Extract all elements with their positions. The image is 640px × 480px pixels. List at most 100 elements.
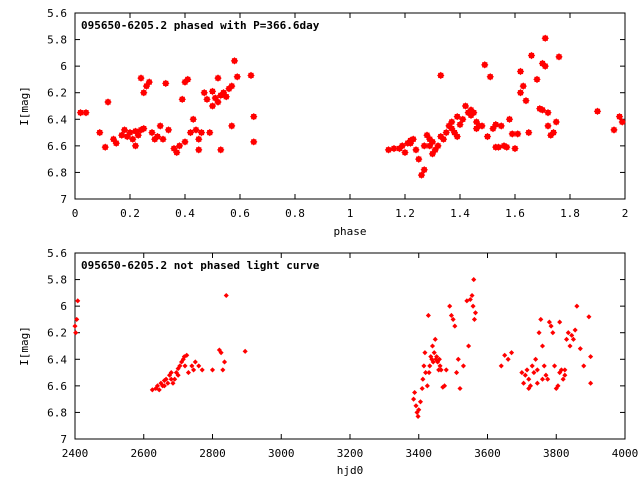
data-point <box>185 370 191 376</box>
data-point <box>242 348 248 354</box>
data-point <box>562 367 568 373</box>
data-point-marker <box>132 128 139 134</box>
data-point-marker <box>143 83 150 89</box>
data-point <box>429 343 436 349</box>
x-tick-label: 4000 <box>612 447 639 460</box>
data-point <box>420 376 426 382</box>
data-point-marker <box>539 107 546 113</box>
data-point <box>161 383 167 389</box>
data-point <box>567 343 573 349</box>
data-point-marker <box>482 62 488 68</box>
data-point <box>447 303 453 309</box>
x-axis-label: phase <box>333 225 366 238</box>
data-point-marker <box>498 123 504 129</box>
data-point-marker <box>132 143 139 149</box>
data-point <box>533 356 539 362</box>
axis-ticks: 0 0.2 0.4 0.6 0.8 1 1.2 1.4 1.6 1.8 2 5.6 5.8 6 6.2 6.4… <box>47 7 628 220</box>
data-point <box>502 352 508 358</box>
data-point <box>423 370 429 376</box>
data-point-marker <box>451 129 458 136</box>
data-point-marker <box>396 145 403 152</box>
data-point-marker <box>556 54 562 60</box>
x-axis-label: hjd0 <box>337 464 364 477</box>
data-point-marker <box>457 122 463 128</box>
data-point-marker <box>440 136 447 142</box>
data-point-marker <box>550 129 557 136</box>
data-point <box>170 380 176 386</box>
y-tick-label: 6 <box>60 60 67 73</box>
data-point-marker <box>509 131 515 137</box>
data-point <box>470 303 476 309</box>
data-point-marker <box>215 75 221 81</box>
data-point-marker <box>418 172 425 178</box>
data-point-marker <box>611 127 617 133</box>
data-point-marker <box>174 149 180 156</box>
data-point-marker <box>465 110 471 116</box>
data-point-marker <box>402 149 408 156</box>
data-point <box>457 385 463 392</box>
data-point <box>541 363 547 369</box>
data-point-marker <box>182 139 188 145</box>
data-point-marker <box>413 147 419 153</box>
data-point-marker <box>545 110 551 116</box>
data-point <box>529 363 535 369</box>
data-point-marker <box>410 136 416 142</box>
x-tick-label: 1.6 <box>505 207 525 220</box>
x-tick-label: 1.2 <box>395 207 415 220</box>
data-point-marker <box>141 125 147 132</box>
y-axis-label: I[mag] <box>18 326 31 366</box>
data-point <box>196 363 202 369</box>
axis-ticks: 2400 2600 2800 3000 3200 3400 3600 3800 4000 5.6 5… <box>47 247 638 460</box>
data-point <box>427 363 433 369</box>
data-point-marker <box>248 72 254 79</box>
data-point-marker <box>484 133 491 140</box>
data-point-marker <box>223 94 229 100</box>
data-point-marker <box>201 90 207 96</box>
data-point-marker <box>493 122 499 128</box>
data-point-marker <box>218 92 224 98</box>
data-point <box>524 367 530 373</box>
x-tick-label: 0 <box>72 207 79 220</box>
data-point <box>431 350 437 356</box>
data-point <box>430 359 436 365</box>
data-point-marker <box>138 127 144 133</box>
data-point-marker <box>427 136 433 142</box>
data-point-marker <box>234 74 240 80</box>
data-point-marker <box>231 58 238 64</box>
data-point-marker <box>176 143 183 149</box>
data-point-marker <box>212 95 218 101</box>
data-point-marker <box>110 136 117 142</box>
data-point-marker <box>553 119 559 125</box>
data-point-marker <box>113 140 119 146</box>
x-tick-label: 0.2 <box>120 207 140 220</box>
data-point-marker <box>432 147 438 153</box>
data-point-marker <box>427 143 433 149</box>
data-point-marker <box>454 133 460 140</box>
data-point <box>558 367 564 373</box>
data-point <box>434 354 440 360</box>
data-point <box>460 363 466 369</box>
data-point-marker <box>141 90 147 96</box>
data-point <box>165 380 171 386</box>
data-point-marker <box>429 151 436 157</box>
data-point-marker <box>446 123 452 129</box>
data-point <box>424 383 430 389</box>
y-tick-label: 6.4 <box>47 353 67 366</box>
data-point <box>218 350 224 356</box>
data-point-marker <box>534 76 540 83</box>
data-point <box>191 367 197 373</box>
data-point-marker <box>473 125 480 132</box>
data-point-marker <box>149 129 155 136</box>
data-point <box>73 330 79 336</box>
data-point-marker <box>454 114 460 120</box>
data-point-marker <box>226 86 232 92</box>
data-point-marker <box>501 143 507 149</box>
data-point <box>417 399 424 405</box>
data-point-marker <box>460 116 466 122</box>
x-tick-label: 2400 <box>62 447 89 460</box>
x-tick-label: 1.4 <box>450 207 470 220</box>
y-tick-label: 5.8 <box>47 274 67 287</box>
data-point <box>175 366 181 372</box>
x-tick-label: 3200 <box>337 447 364 460</box>
data-point-marker <box>438 72 444 79</box>
